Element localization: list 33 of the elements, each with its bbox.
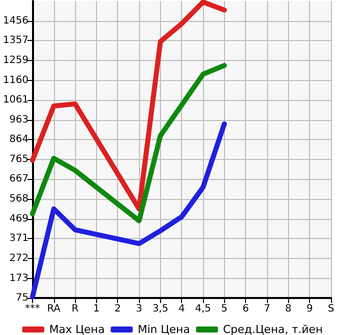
x-tick-label: S bbox=[328, 304, 334, 314]
x-tick-label: *** bbox=[24, 304, 40, 314]
x-tick-label: 3,5 bbox=[152, 304, 168, 314]
y-tick-label: 963 bbox=[9, 114, 28, 126]
legend-label: Сред.Цена, т.йен bbox=[222, 323, 323, 335]
y-tick-label: 75 bbox=[16, 292, 28, 304]
y-tick-label: 568 bbox=[9, 194, 28, 205]
x-tick-label: 1 bbox=[93, 304, 100, 314]
y-tick-label: 469 bbox=[9, 213, 28, 224]
x-tick-label: 2 bbox=[114, 304, 121, 314]
x-tick-label: 8 bbox=[285, 304, 292, 314]
x-tick-label: RA bbox=[47, 304, 61, 314]
x-tick-label: 9 bbox=[306, 304, 313, 314]
y-tick-label: 765 bbox=[9, 154, 28, 166]
y-tick-label: 1456 bbox=[2, 15, 28, 26]
y-tick-label: 1357 bbox=[2, 35, 28, 46]
x-tick-label: 7 bbox=[264, 304, 270, 314]
y-tick-label: 272 bbox=[9, 252, 28, 264]
x-tick-label: 5 bbox=[221, 304, 228, 314]
x-tick-label: R bbox=[72, 304, 79, 314]
x-tick-label: 3 bbox=[136, 304, 142, 314]
x-tick-label: 4,5 bbox=[195, 304, 212, 314]
y-tick-label: 173 bbox=[9, 272, 28, 284]
legend-label: Min Цена bbox=[138, 323, 190, 335]
legend-label: Max Цена bbox=[49, 323, 105, 335]
y-tick-label: 1061 bbox=[2, 94, 28, 106]
y-tick-label: 667 bbox=[9, 174, 28, 185]
y-tick-label: 1160 bbox=[2, 74, 28, 86]
x-tick-label: 4 bbox=[178, 304, 185, 314]
y-tick-label: 371 bbox=[9, 233, 28, 244]
x-tick-label: 6 bbox=[242, 304, 249, 314]
y-tick-label: 864 bbox=[9, 134, 28, 146]
y-tick-label: 1259 bbox=[2, 54, 28, 66]
